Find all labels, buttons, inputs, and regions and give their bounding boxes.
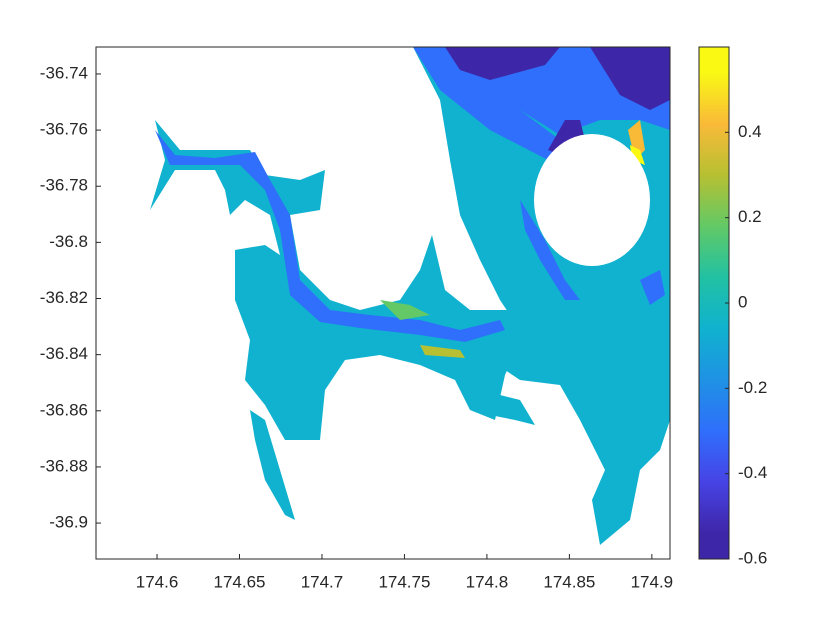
mid-region bbox=[380, 300, 430, 320]
mid-region bbox=[420, 345, 465, 358]
colorbar-tick-label: -0.4 bbox=[738, 463, 767, 482]
y-tick-label: -36.74 bbox=[40, 63, 88, 82]
y-tick-label: -36.8 bbox=[49, 232, 88, 251]
x-tick-label: 174.6 bbox=[136, 572, 179, 591]
y-tick-label: -36.9 bbox=[49, 513, 88, 532]
channel bbox=[640, 270, 665, 305]
x-tick-label: 174.75 bbox=[378, 572, 430, 591]
y-tick-label: -36.82 bbox=[40, 288, 88, 307]
water-map bbox=[150, 47, 670, 545]
colorbar-tick-label: -0.6 bbox=[738, 548, 767, 567]
deep-region bbox=[548, 120, 585, 155]
channel bbox=[520, 200, 580, 300]
x-tick-label: 174.7 bbox=[301, 572, 344, 591]
plot-frame bbox=[95, 46, 671, 560]
deep-region bbox=[590, 47, 670, 110]
y-tick-label: -36.88 bbox=[40, 456, 88, 475]
water-region bbox=[235, 235, 525, 440]
x-tick-label: 174.65 bbox=[214, 572, 266, 591]
deep-region bbox=[445, 47, 560, 80]
y-tick-label: -36.78 bbox=[40, 176, 88, 195]
colorbar-tick-label: -0.2 bbox=[738, 378, 767, 397]
island bbox=[534, 134, 650, 266]
channel bbox=[413, 47, 560, 160]
y-tick-label: -36.84 bbox=[40, 344, 88, 363]
x-tick-label: 174.9 bbox=[631, 572, 674, 591]
colorbar-tick-label: 0.4 bbox=[738, 122, 762, 141]
colorbar-tick-label: 0 bbox=[738, 292, 747, 311]
x-tick-label: 174.85 bbox=[543, 572, 595, 591]
high-region bbox=[628, 120, 645, 160]
water-region bbox=[480, 390, 535, 425]
colorbar bbox=[698, 46, 730, 560]
colorbar-tick-label: 0.2 bbox=[738, 207, 762, 226]
water-region bbox=[250, 410, 295, 520]
y-tick-label: -36.76 bbox=[40, 120, 88, 139]
y-tick-label: -36.86 bbox=[40, 400, 88, 419]
x-tick-label: 174.8 bbox=[466, 572, 509, 591]
